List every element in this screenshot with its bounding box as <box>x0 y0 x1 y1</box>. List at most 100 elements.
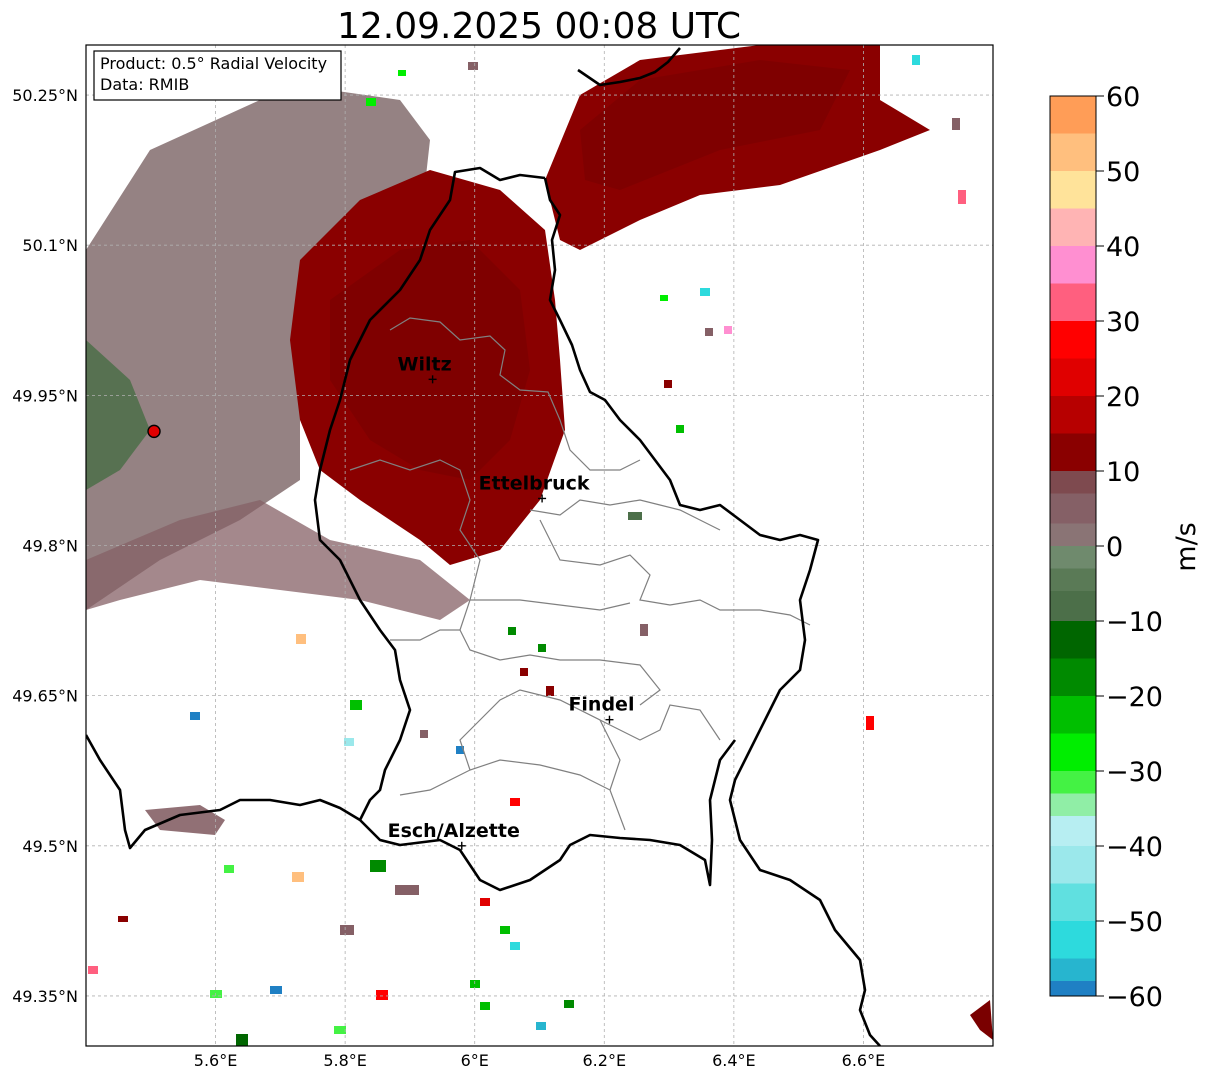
colorbar-tick-label: −50 <box>1106 907 1163 938</box>
info-box-frame <box>93 50 342 101</box>
echo-speckle <box>676 425 684 433</box>
colorbar-tick-label: 30 <box>1106 307 1140 338</box>
echo-speckle <box>640 624 648 636</box>
belgium-border-west <box>313 166 737 892</box>
echo-speckle <box>420 730 428 738</box>
colorbar-band <box>1050 171 1096 209</box>
longitude-ticks: 5.6°E 5.8°E 6°E 6.2°E 6.4°E 6.6°E <box>194 1051 885 1070</box>
y-tick-label: 49.65°N <box>12 687 78 706</box>
colorbar-band <box>1050 133 1096 172</box>
colorbar-band <box>1050 568 1096 592</box>
echo-speckle <box>912 55 920 65</box>
colorbar-tick-label: 10 <box>1106 457 1140 488</box>
canton-border-se <box>599 704 721 741</box>
canton-border-west <box>390 629 460 641</box>
echo-speckle <box>866 716 874 730</box>
colorbar-band <box>1050 621 1096 659</box>
echo-speckle <box>628 512 642 520</box>
echo-speckle <box>366 98 376 106</box>
echo-southeast-corner <box>970 1000 993 1040</box>
info-product: Product: 0.5° Radial Velocity <box>100 54 327 73</box>
canton-border-sw <box>459 689 621 791</box>
colorbar-band <box>1050 883 1096 922</box>
info-data-source: Data: RMIB <box>100 75 189 94</box>
latitude-ticks: 50.25°N 50.1°N 49.95°N 49.8°N 49.65°N 49.5°N 4… <box>12 86 78 1006</box>
echo-speckle <box>510 942 520 950</box>
colorbar-band <box>1050 321 1096 359</box>
colorbar-bands <box>1050 96 1096 997</box>
canton-borders <box>349 317 811 831</box>
colorbar-tick-label: 60 <box>1106 82 1140 113</box>
colorbar-band <box>1050 546 1096 569</box>
y-tick-label: 50.1°N <box>22 236 78 255</box>
echo-speckle <box>370 860 386 872</box>
colorbar: 60 50 40 30 20 10 0 −10 −20 −30 −40 −50 −60 m/s <box>1049 82 1202 1013</box>
canton-border-mid2 <box>470 599 631 611</box>
luxembourg-border <box>543 47 881 1046</box>
colorbar-tick-label: −40 <box>1106 832 1163 863</box>
echo-speckle <box>236 1034 248 1046</box>
x-tick-label: 6.2°E <box>583 1051 627 1070</box>
colorbar-tick-label: −60 <box>1106 982 1163 1013</box>
colorbar-band <box>1050 96 1096 134</box>
colorbar-band <box>1050 523 1096 547</box>
radar-echoes <box>86 45 993 1046</box>
y-tick-label: 49.5°N <box>22 837 78 856</box>
canton-border-mid <box>539 519 811 626</box>
colorbar-band <box>1050 396 1096 434</box>
radar-site-marker <box>147 424 161 439</box>
echo-speckle <box>395 885 419 895</box>
colorbar-band <box>1050 208 1096 247</box>
colorbar-tick-label: −20 <box>1106 682 1163 713</box>
y-tick-label: 49.35°N <box>12 987 78 1006</box>
colorbar-band <box>1050 358 1096 397</box>
echo-receding-inner <box>330 240 530 480</box>
echo-speckle <box>700 288 710 296</box>
echo-speckle <box>376 990 388 1000</box>
echo-speckle <box>952 118 960 130</box>
echo-speckle <box>500 926 510 934</box>
canton-border-north <box>389 317 641 471</box>
x-tick-label: 6.6°E <box>842 1051 886 1070</box>
echo-speckle <box>344 738 354 746</box>
echo-green-core <box>86 340 150 490</box>
canton-border-center <box>349 459 661 706</box>
colorbar-tick-label: 40 <box>1106 232 1140 263</box>
x-tick-label: 6°E <box>461 1051 489 1070</box>
colorbar-band <box>1050 733 1096 772</box>
x-tick-label: 5.6°E <box>194 1051 238 1070</box>
map-area: Wiltz Ettelbruck Findel Esch/Alzette <box>86 45 993 1046</box>
canton-border-east <box>529 499 721 531</box>
colorbar-band <box>1050 921 1096 959</box>
echo-speckle <box>340 925 354 935</box>
colorbar-band <box>1050 658 1096 697</box>
colorbar-band <box>1050 433 1096 472</box>
colorbar-tick-label: 20 <box>1106 382 1140 413</box>
info-box: Product: 0.5° Radial Velocity Data: RMIB <box>93 50 342 101</box>
city-marker: Wiltz <box>398 353 452 384</box>
echo-speckle <box>664 380 672 388</box>
colorbar-band <box>1050 793 1096 817</box>
city-marker: Ettelbruck <box>479 472 590 503</box>
colorbar-tick-label: −30 <box>1106 757 1163 788</box>
echo-speckle <box>510 798 520 806</box>
echo-speckle <box>564 1000 574 1008</box>
echo-speckle <box>270 986 282 994</box>
echo-speckle <box>468 62 478 70</box>
y-tick-label: 50.25°N <box>12 86 78 105</box>
echo-speckle <box>546 686 554 696</box>
colorbar-tick-label: −10 <box>1106 607 1163 638</box>
colorbar-tick-label: 0 <box>1106 532 1123 563</box>
echo-speckle <box>958 190 966 204</box>
city-marker: Esch/Alzette <box>388 820 520 850</box>
echo-speckle <box>705 328 713 336</box>
colorbar-ticks: 60 50 40 30 20 10 0 −10 −20 −30 −40 −50 −60 <box>1096 82 1163 1013</box>
colorbar-band <box>1050 283 1096 322</box>
city-label: Esch/Alzette <box>388 820 520 842</box>
echo-speckle <box>88 966 98 974</box>
echo-speckle <box>118 916 128 922</box>
echo-speckle <box>538 644 546 652</box>
y-tick-label: 49.95°N <box>12 386 78 405</box>
city-label: Findel <box>568 694 634 716</box>
